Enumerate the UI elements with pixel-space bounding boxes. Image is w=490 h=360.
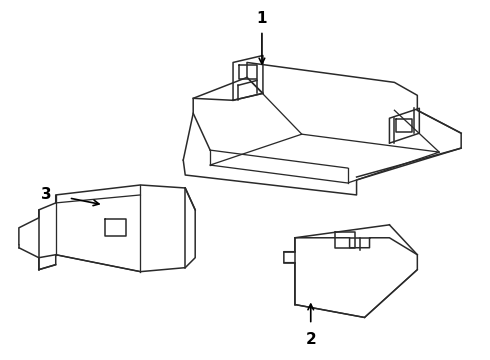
Text: 1: 1 — [257, 11, 267, 26]
Text: 3: 3 — [42, 188, 52, 202]
Text: 2: 2 — [305, 332, 316, 347]
